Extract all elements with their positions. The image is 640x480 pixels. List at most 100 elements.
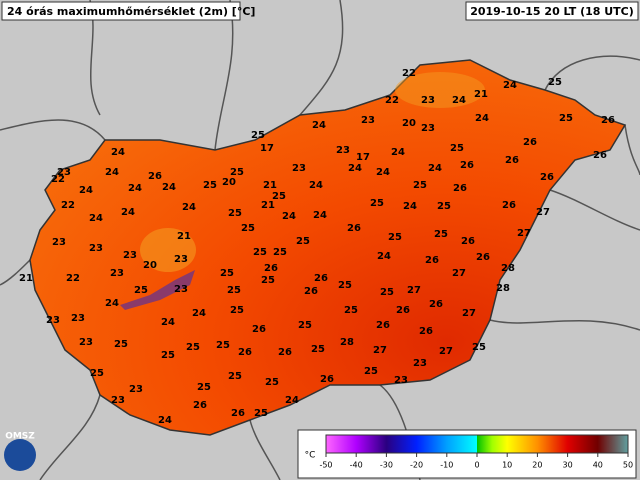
station-value: 24 xyxy=(192,308,206,319)
station-value: 26 xyxy=(461,236,475,247)
station-value: 23 xyxy=(413,358,427,369)
tick-label: -50 xyxy=(319,461,332,470)
station-value: 26 xyxy=(453,183,467,194)
station-value: 24 xyxy=(376,167,390,178)
station-value: 23 xyxy=(174,254,188,265)
station-value: 25 xyxy=(228,371,242,382)
station-value: 25 xyxy=(230,305,244,316)
station-value: 27 xyxy=(517,228,531,239)
station-value: 25 xyxy=(380,287,394,298)
station-value: 25 xyxy=(251,130,265,141)
station-value: 26 xyxy=(304,286,318,297)
station-value: 23 xyxy=(79,337,93,348)
station-value: 21 xyxy=(177,231,191,242)
tick-label: -40 xyxy=(350,461,363,470)
station-value: 25 xyxy=(437,201,451,212)
tick-label: 50 xyxy=(623,461,633,470)
station-value: 26 xyxy=(540,172,554,183)
timestamp: 2019-10-15 20 LT (18 UTC) xyxy=(470,5,634,18)
station-value: 27 xyxy=(439,346,453,357)
station-value: 26 xyxy=(505,155,519,166)
station-value: 24 xyxy=(105,298,119,309)
station-value: 24 xyxy=(158,415,172,426)
legend-ticks: -50 -40 -30 -20 -10 0 10 20 30 40 50 xyxy=(319,453,633,470)
station-value: 27 xyxy=(462,308,476,319)
tick-label: -30 xyxy=(380,461,393,470)
station-value: 22 xyxy=(51,174,65,185)
station-value: 20 xyxy=(143,260,157,271)
station-value: 24 xyxy=(161,317,175,328)
station-value: 24 xyxy=(403,201,417,212)
station-value: 25 xyxy=(338,280,352,291)
station-value: 24 xyxy=(121,207,135,218)
station-value: 22 xyxy=(385,95,399,106)
station-value: 25 xyxy=(298,320,312,331)
tick-label: -20 xyxy=(410,461,423,470)
station-value: 27 xyxy=(536,207,550,218)
station-value: 23 xyxy=(361,115,375,126)
station-value: 24 xyxy=(79,185,93,196)
station-value: 26 xyxy=(193,400,207,411)
station-value: 23 xyxy=(174,284,188,295)
station-value: 21 xyxy=(261,200,275,211)
station-value: 25 xyxy=(230,167,244,178)
station-value: 23 xyxy=(292,163,306,174)
station-value: 25 xyxy=(90,368,104,379)
station-value: 25 xyxy=(203,180,217,191)
station-value: 26 xyxy=(376,320,390,331)
station-value: 25 xyxy=(272,191,286,202)
station-value: 24 xyxy=(162,182,176,193)
station-value: 23 xyxy=(71,313,85,324)
station-value: 25 xyxy=(216,340,230,351)
station-value: 25 xyxy=(344,305,358,316)
station-value: 25 xyxy=(220,268,234,279)
title-box xyxy=(1,1,241,21)
logo-icon xyxy=(4,439,36,471)
station-value: 23 xyxy=(129,384,143,395)
station-value: 26 xyxy=(320,374,334,385)
station-value: 26 xyxy=(278,347,292,358)
station-value: 25 xyxy=(197,382,211,393)
title: 24 órás maximumhőmérséklet (2m) [°C] xyxy=(7,5,255,18)
station-value: 20 xyxy=(222,177,236,188)
station-value: 25 xyxy=(273,247,287,258)
station-value: 24 xyxy=(309,180,323,191)
lake xyxy=(120,270,195,310)
time-box xyxy=(465,1,639,21)
station-value: 20 xyxy=(402,118,416,129)
station-value: 26 xyxy=(148,171,162,182)
station-value: 26 xyxy=(429,299,443,310)
station-value: 25 xyxy=(253,247,267,258)
station-value: 25 xyxy=(265,377,279,388)
station-value: 25 xyxy=(388,232,402,243)
station-value: 26 xyxy=(593,150,607,161)
station-value: 25 xyxy=(114,339,128,350)
station-value: 25 xyxy=(296,236,310,247)
station-value: 24 xyxy=(377,251,391,262)
station-value: 26 xyxy=(523,137,537,148)
station-value: 25 xyxy=(472,342,486,353)
station-value: 27 xyxy=(373,345,387,356)
station-value: 23 xyxy=(421,95,435,106)
tick-label: 0 xyxy=(474,461,479,470)
station-value: 26 xyxy=(264,263,278,274)
station-value: 25 xyxy=(413,180,427,191)
legend-unit: °C xyxy=(305,451,316,461)
station-value: 24 xyxy=(428,163,442,174)
station-value: 24 xyxy=(111,147,125,158)
station-value: 25 xyxy=(254,408,268,419)
station-value: 21 xyxy=(263,180,277,191)
highland xyxy=(395,72,485,108)
station-value: 28 xyxy=(496,283,510,294)
station-value: 21 xyxy=(19,273,33,284)
station-value: 17 xyxy=(260,143,274,154)
station-value: 25 xyxy=(559,113,573,124)
station-value: 25 xyxy=(161,350,175,361)
station-value: 24 xyxy=(503,80,517,91)
station-value: 26 xyxy=(252,324,266,335)
station-value: 26 xyxy=(347,223,361,234)
station-value: 24 xyxy=(105,167,119,178)
station-value: 28 xyxy=(340,337,354,348)
station-value: 23 xyxy=(336,145,350,156)
